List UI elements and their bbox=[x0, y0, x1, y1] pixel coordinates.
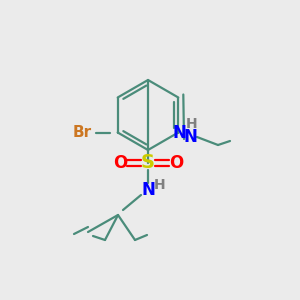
Text: Br: Br bbox=[72, 125, 91, 140]
Text: N: N bbox=[172, 124, 186, 142]
Text: O: O bbox=[169, 154, 183, 172]
Text: O: O bbox=[113, 154, 127, 172]
Text: N: N bbox=[183, 128, 197, 146]
Text: H: H bbox=[154, 178, 166, 192]
Text: H: H bbox=[186, 117, 198, 131]
Text: S: S bbox=[141, 154, 155, 172]
Text: N: N bbox=[141, 181, 155, 199]
